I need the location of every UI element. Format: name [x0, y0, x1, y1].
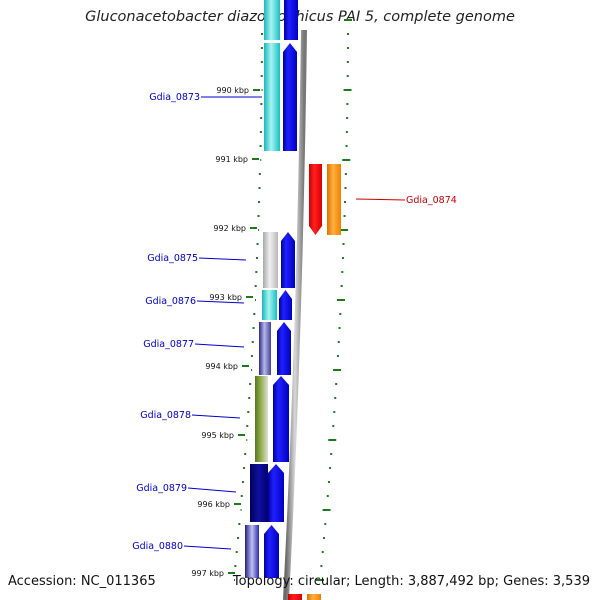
gene-labels: Gdia_0873 Gdia_0874 Gdia_0875 Gdia_0876 Gdia…: [132, 92, 457, 552]
gene-leader-line: [355, 198, 406, 201]
gene-leader-line: [196, 300, 245, 304]
kbp-ruler: 990 kbp 991 kbp 992 kbp 993 kbp 994 kbp 995 k…: [191, 86, 260, 578]
cog-box: [259, 322, 271, 375]
gene-label[interactable]: Gdia_0878: [140, 410, 191, 421]
kbp-tick-label: 995 kbp: [201, 431, 234, 440]
gene-leader-line: [191, 414, 241, 419]
genome-stats-text: Topology: circular; Length: 3,887,492 bp…: [232, 574, 590, 589]
cog-box: [327, 164, 341, 235]
kbp-tick-label: 994 kbp: [205, 362, 238, 371]
genome-backbone: [283, 29, 307, 600]
accession-text: Accession: NC_011365: [8, 574, 156, 589]
cds-arrow: [283, 43, 297, 151]
gene-label[interactable]: Gdia_0880: [132, 541, 183, 552]
cog-box: [245, 525, 259, 578]
map-title: Gluconacetobacter diazotrophicus PAI 5, …: [85, 9, 515, 25]
gene-label[interactable]: Gdia_0873: [149, 92, 200, 103]
cds-arrow: [268, 464, 284, 522]
gene-leader-line: [194, 343, 245, 348]
gene-label[interactable]: Gdia_0874: [406, 195, 457, 206]
cds-arrow: [281, 232, 295, 288]
cog-box: [264, 0, 280, 40]
cds-arrow: [273, 376, 289, 462]
gene-leader-line: [187, 487, 237, 493]
cog-box: [264, 43, 280, 151]
cog-color-track: [245, 0, 298, 578]
cds-arrow: [309, 164, 322, 235]
kbp-tick-label: 990 kbp: [216, 86, 249, 95]
kbp-tick-label: 991 kbp: [215, 155, 248, 164]
cog-box: [307, 594, 321, 600]
kbp-tick-label: 993 kbp: [209, 293, 242, 302]
cds-arrow: [264, 525, 279, 578]
cog-box: [262, 290, 277, 320]
gene-leader-line: [183, 545, 232, 550]
cog-box: [263, 232, 278, 288]
kbp-tick-label: 996 kbp: [197, 500, 230, 509]
gene-leader-line: [198, 257, 247, 261]
gene-label[interactable]: Gdia_0875: [147, 253, 198, 264]
cds-track: [264, 43, 341, 600]
cog-box: [250, 464, 268, 522]
cds-arrow: [284, 0, 298, 40]
gene-label[interactable]: Gdia_0879: [136, 483, 187, 494]
scale-dots: [234, 19, 352, 581]
gene-label[interactable]: Gdia_0876: [145, 296, 196, 307]
kbp-tick-label: 992 kbp: [213, 224, 246, 233]
cds-arrow: [277, 322, 291, 375]
cds-arrow: [279, 290, 292, 320]
gene-label[interactable]: Gdia_0877: [143, 339, 194, 350]
kbp-tick-label: 997 kbp: [191, 569, 224, 578]
cog-box: [255, 376, 268, 462]
cds-arrow: [288, 594, 302, 600]
